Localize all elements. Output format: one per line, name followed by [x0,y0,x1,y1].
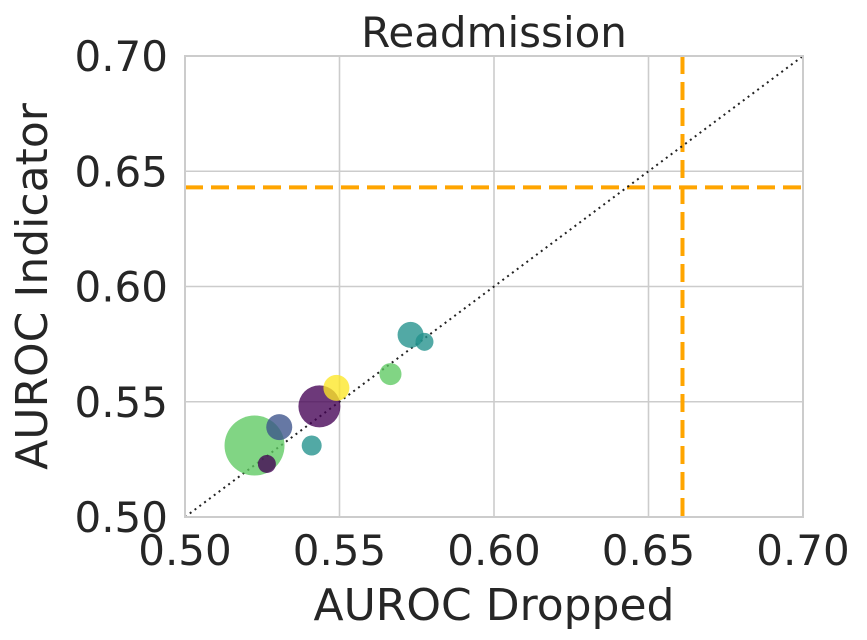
y-tick-label: 0.65 [74,147,168,196]
x-tick-label: 0.70 [756,526,850,575]
chart-title: Readmission [361,8,627,57]
y-axis-label: AUROC Indicator [7,102,58,470]
identity-line [184,55,804,518]
y-tick-label: 0.60 [74,263,168,312]
data-points [224,321,434,476]
y-tick-label: 0.70 [74,32,168,81]
x-tick-label: 0.50 [138,526,232,575]
data-point [266,414,293,441]
data-point [415,332,434,351]
data-point [323,374,350,401]
x-tick-label: 0.65 [602,526,696,575]
y-tick-label: 0.55 [74,378,168,427]
x-tick-label: 0.60 [447,526,541,575]
y-tick-label: 0.50 [74,493,168,542]
x-axis-label: AUROC Dropped [313,580,674,631]
plot-frame [184,55,804,518]
data-point [301,435,322,456]
y-tick-labels: 0.50 0.55 0.60 0.65 0.70 [74,32,168,542]
x-tick-labels: 0.50 0.55 0.60 0.65 0.70 [138,526,850,575]
diagonal-line [184,55,804,518]
data-point [379,363,402,386]
x-tick-label: 0.55 [293,526,387,575]
data-point [257,454,276,473]
